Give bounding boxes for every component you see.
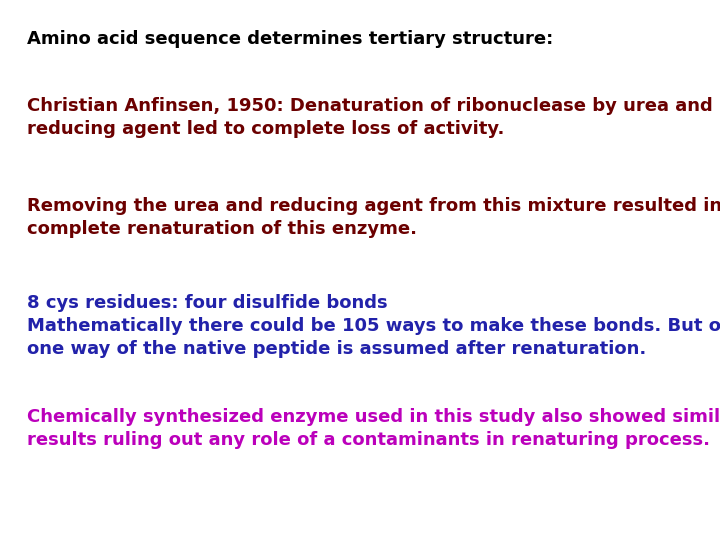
Text: 8 cys residues: four disulfide bonds
Mathematically there could be 105 ways to m: 8 cys residues: four disulfide bonds Mat… (27, 294, 720, 358)
Text: Chemically synthesized enzyme used in this study also showed similar
results rul: Chemically synthesized enzyme used in th… (27, 408, 720, 449)
Text: Removing the urea and reducing agent from this mixture resulted in
complete rena: Removing the urea and reducing agent fro… (27, 197, 720, 238)
Text: Christian Anfinsen, 1950: Denaturation of ribonuclease by urea and
reducing agen: Christian Anfinsen, 1950: Denaturation o… (27, 97, 713, 138)
Text: Amino acid sequence determines tertiary structure:: Amino acid sequence determines tertiary … (27, 30, 554, 48)
